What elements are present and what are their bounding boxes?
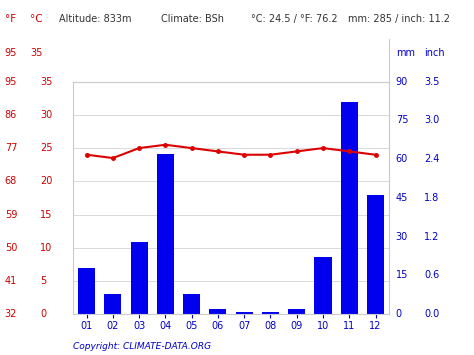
Text: 25: 25 <box>40 143 53 153</box>
Text: 95: 95 <box>5 77 17 87</box>
Text: 0.6: 0.6 <box>424 271 439 280</box>
Bar <box>210 309 227 314</box>
Text: 3.5: 3.5 <box>424 77 439 87</box>
Text: 30: 30 <box>40 110 53 120</box>
Text: 20: 20 <box>40 176 53 186</box>
Text: 35: 35 <box>30 48 42 58</box>
Text: 15: 15 <box>396 271 408 280</box>
Text: 15: 15 <box>40 209 53 219</box>
Text: mm: 285 / inch: 11.2: mm: 285 / inch: 11.2 <box>348 14 450 24</box>
Text: 3.0: 3.0 <box>424 115 439 125</box>
Text: Copyright: CLIMATE-DATA.ORG: Copyright: CLIMATE-DATA.ORG <box>73 343 211 351</box>
Text: 0: 0 <box>40 309 46 319</box>
Text: 35: 35 <box>40 77 53 87</box>
Text: 0: 0 <box>396 309 402 319</box>
Text: °C: 24.5 / °F: 76.2: °C: 24.5 / °F: 76.2 <box>251 14 338 24</box>
Text: mm: mm <box>396 48 415 58</box>
Bar <box>262 312 279 314</box>
Bar <box>288 309 305 314</box>
Text: °F: °F <box>5 14 16 24</box>
Bar <box>314 257 331 314</box>
Bar <box>78 268 95 314</box>
Text: Climate: BSh: Climate: BSh <box>161 14 224 24</box>
Text: 86: 86 <box>5 110 17 120</box>
Text: 90: 90 <box>396 77 408 87</box>
Text: 60: 60 <box>396 154 408 164</box>
Text: 5: 5 <box>40 276 46 286</box>
Bar <box>341 102 358 314</box>
Text: inch: inch <box>424 48 445 58</box>
Bar <box>157 154 174 314</box>
Bar <box>236 312 253 314</box>
Bar <box>131 242 148 314</box>
Text: 75: 75 <box>396 115 408 125</box>
Text: 2.4: 2.4 <box>424 154 439 164</box>
Text: 30: 30 <box>396 232 408 242</box>
Text: 10: 10 <box>40 243 53 253</box>
Text: 1.2: 1.2 <box>424 232 439 242</box>
Text: 50: 50 <box>5 243 17 253</box>
Text: 95: 95 <box>5 48 17 58</box>
Text: 77: 77 <box>5 143 17 153</box>
Bar <box>367 195 384 314</box>
Text: °C: °C <box>30 14 43 24</box>
Text: 41: 41 <box>5 276 17 286</box>
Text: 59: 59 <box>5 209 17 219</box>
Text: 0.0: 0.0 <box>424 309 439 319</box>
Text: 1.8: 1.8 <box>424 193 439 203</box>
Bar <box>183 294 200 314</box>
Text: 32: 32 <box>5 309 17 319</box>
Text: 45: 45 <box>396 193 408 203</box>
Text: Altitude: 833m: Altitude: 833m <box>59 14 132 24</box>
Text: 68: 68 <box>5 176 17 186</box>
Bar <box>104 294 121 314</box>
